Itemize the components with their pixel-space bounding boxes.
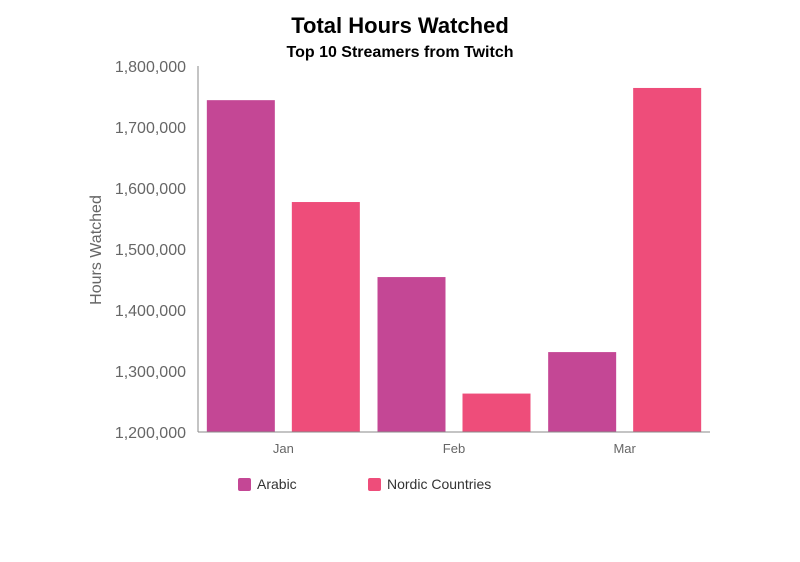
bar-feb-arabic[interactable] [377,277,446,432]
y-tick-label: 1,500,000 [115,242,186,259]
legend-swatch-nordic-countries[interactable] [368,478,381,491]
x-tick-label: Feb [443,441,465,456]
y-axis-ticks: 1,200,000 1,300,000 1,400,000 1,500,000 1,60… [115,59,186,442]
chart-subtitle: Top 10 Streamers from Twitch [286,44,513,61]
bar-jan-arabic[interactable] [206,100,275,432]
x-tick-label: Mar [613,441,636,456]
legend-swatch-arabic[interactable] [238,478,251,491]
legend-label[interactable]: Nordic Countries [387,476,491,492]
y-tick-label: 1,400,000 [115,303,186,320]
legend-label[interactable]: Arabic [257,476,297,492]
bars [206,87,702,433]
y-tick-label: 1,600,000 [115,181,186,198]
bar-feb-nordic-countries[interactable] [462,393,531,432]
x-tick-label: Jan [273,441,294,456]
x-axis-ticks: Jan Feb Mar [273,441,637,456]
chart-title: Total Hours Watched [291,13,509,38]
y-axis-label: Hours Watched [88,195,105,305]
y-tick-label: 1,700,000 [115,120,186,137]
y-tick-label: 1,300,000 [115,364,186,381]
legend: Arabic Nordic Countries [238,476,491,492]
bar-jan-nordic-countries[interactable] [291,202,360,432]
bar-mar-nordic-countries[interactable] [633,87,702,433]
y-tick-label: 1,800,000 [115,59,186,76]
bar-mar-arabic[interactable] [548,352,617,432]
y-tick-label: 1,200,000 [115,425,186,442]
